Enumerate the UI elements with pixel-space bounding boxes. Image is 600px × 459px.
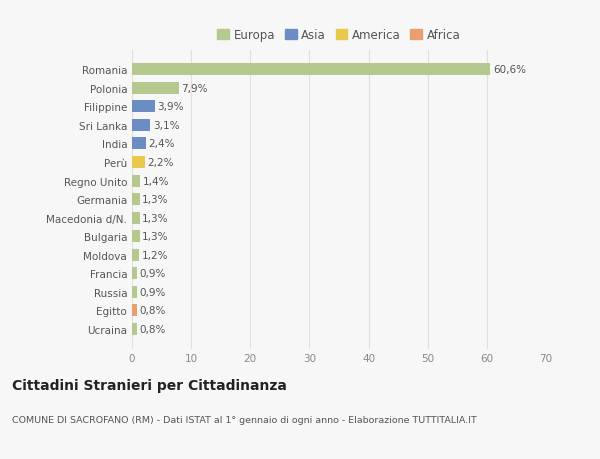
Bar bbox=[132, 249, 139, 261]
Text: 0,9%: 0,9% bbox=[140, 287, 166, 297]
Text: 1,4%: 1,4% bbox=[143, 176, 169, 186]
Text: 3,9%: 3,9% bbox=[157, 102, 184, 112]
Text: 1,3%: 1,3% bbox=[142, 195, 169, 205]
Bar bbox=[132, 212, 140, 224]
Text: 2,2%: 2,2% bbox=[148, 157, 174, 168]
Bar bbox=[132, 305, 137, 317]
Bar bbox=[132, 175, 140, 187]
Bar bbox=[132, 83, 179, 95]
Bar bbox=[132, 194, 140, 206]
Bar bbox=[132, 286, 137, 298]
Text: 60,6%: 60,6% bbox=[493, 65, 526, 75]
Bar bbox=[132, 231, 140, 243]
Text: Cittadini Stranieri per Cittadinanza: Cittadini Stranieri per Cittadinanza bbox=[12, 379, 287, 392]
Text: 3,1%: 3,1% bbox=[152, 121, 179, 131]
Bar bbox=[132, 101, 155, 113]
Text: 0,8%: 0,8% bbox=[139, 324, 166, 334]
Bar bbox=[132, 323, 137, 335]
Bar bbox=[132, 120, 151, 132]
Text: 1,2%: 1,2% bbox=[142, 250, 168, 260]
Text: 2,4%: 2,4% bbox=[149, 139, 175, 149]
Bar bbox=[132, 138, 146, 150]
Bar bbox=[132, 64, 490, 76]
Legend: Europa, Asia, America, Africa: Europa, Asia, America, Africa bbox=[215, 27, 463, 44]
Bar bbox=[132, 157, 145, 168]
Text: 1,3%: 1,3% bbox=[142, 213, 169, 223]
Text: 0,9%: 0,9% bbox=[140, 269, 166, 279]
Text: 7,9%: 7,9% bbox=[181, 84, 208, 94]
Bar bbox=[132, 268, 137, 280]
Text: 1,3%: 1,3% bbox=[142, 232, 169, 242]
Text: COMUNE DI SACROFANO (RM) - Dati ISTAT al 1° gennaio di ogni anno - Elaborazione : COMUNE DI SACROFANO (RM) - Dati ISTAT al… bbox=[12, 415, 477, 425]
Text: 0,8%: 0,8% bbox=[139, 306, 166, 316]
